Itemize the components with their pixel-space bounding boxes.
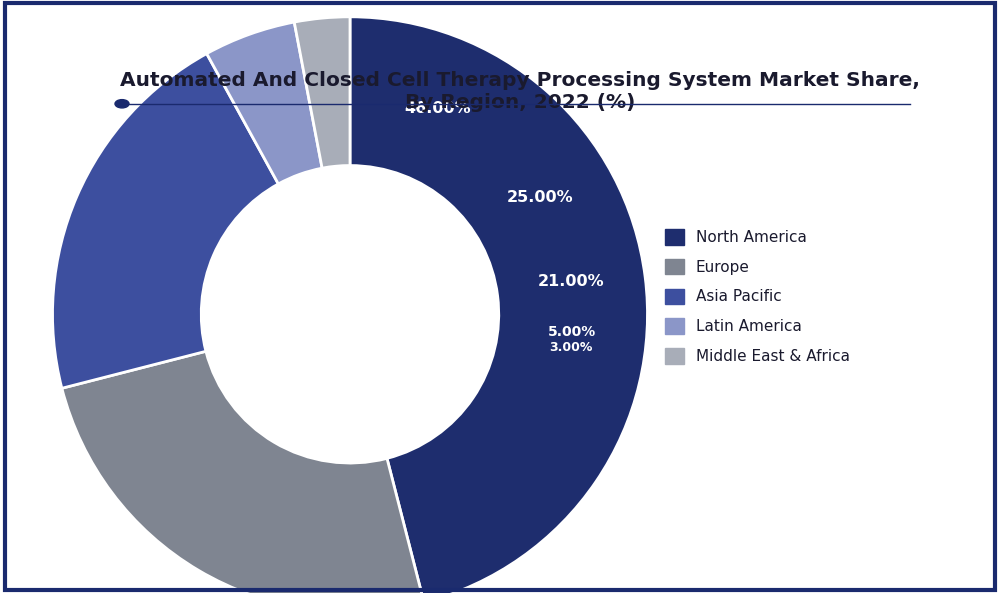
Wedge shape [207,22,322,184]
Wedge shape [53,53,278,388]
Text: 3.00%: 3.00% [549,341,592,354]
Text: 5.00%: 5.00% [548,325,597,339]
Text: Automated And Closed Cell Therapy Processing System Market Share,
By Region, 202: Automated And Closed Cell Therapy Proces… [120,71,920,112]
Text: 25.00%: 25.00% [507,190,574,205]
Text: PRECEDENCE: PRECEDENCE [29,30,90,39]
Wedge shape [62,351,424,593]
Wedge shape [350,17,647,593]
Text: 46.00%: 46.00% [404,101,470,116]
Text: 21.00%: 21.00% [537,274,604,289]
Wedge shape [294,17,350,168]
Text: RESEARCH: RESEARCH [35,57,84,66]
Legend: North America, Europe, Asia Pacific, Latin America, Middle East & Africa: North America, Europe, Asia Pacific, Lat… [658,221,857,372]
